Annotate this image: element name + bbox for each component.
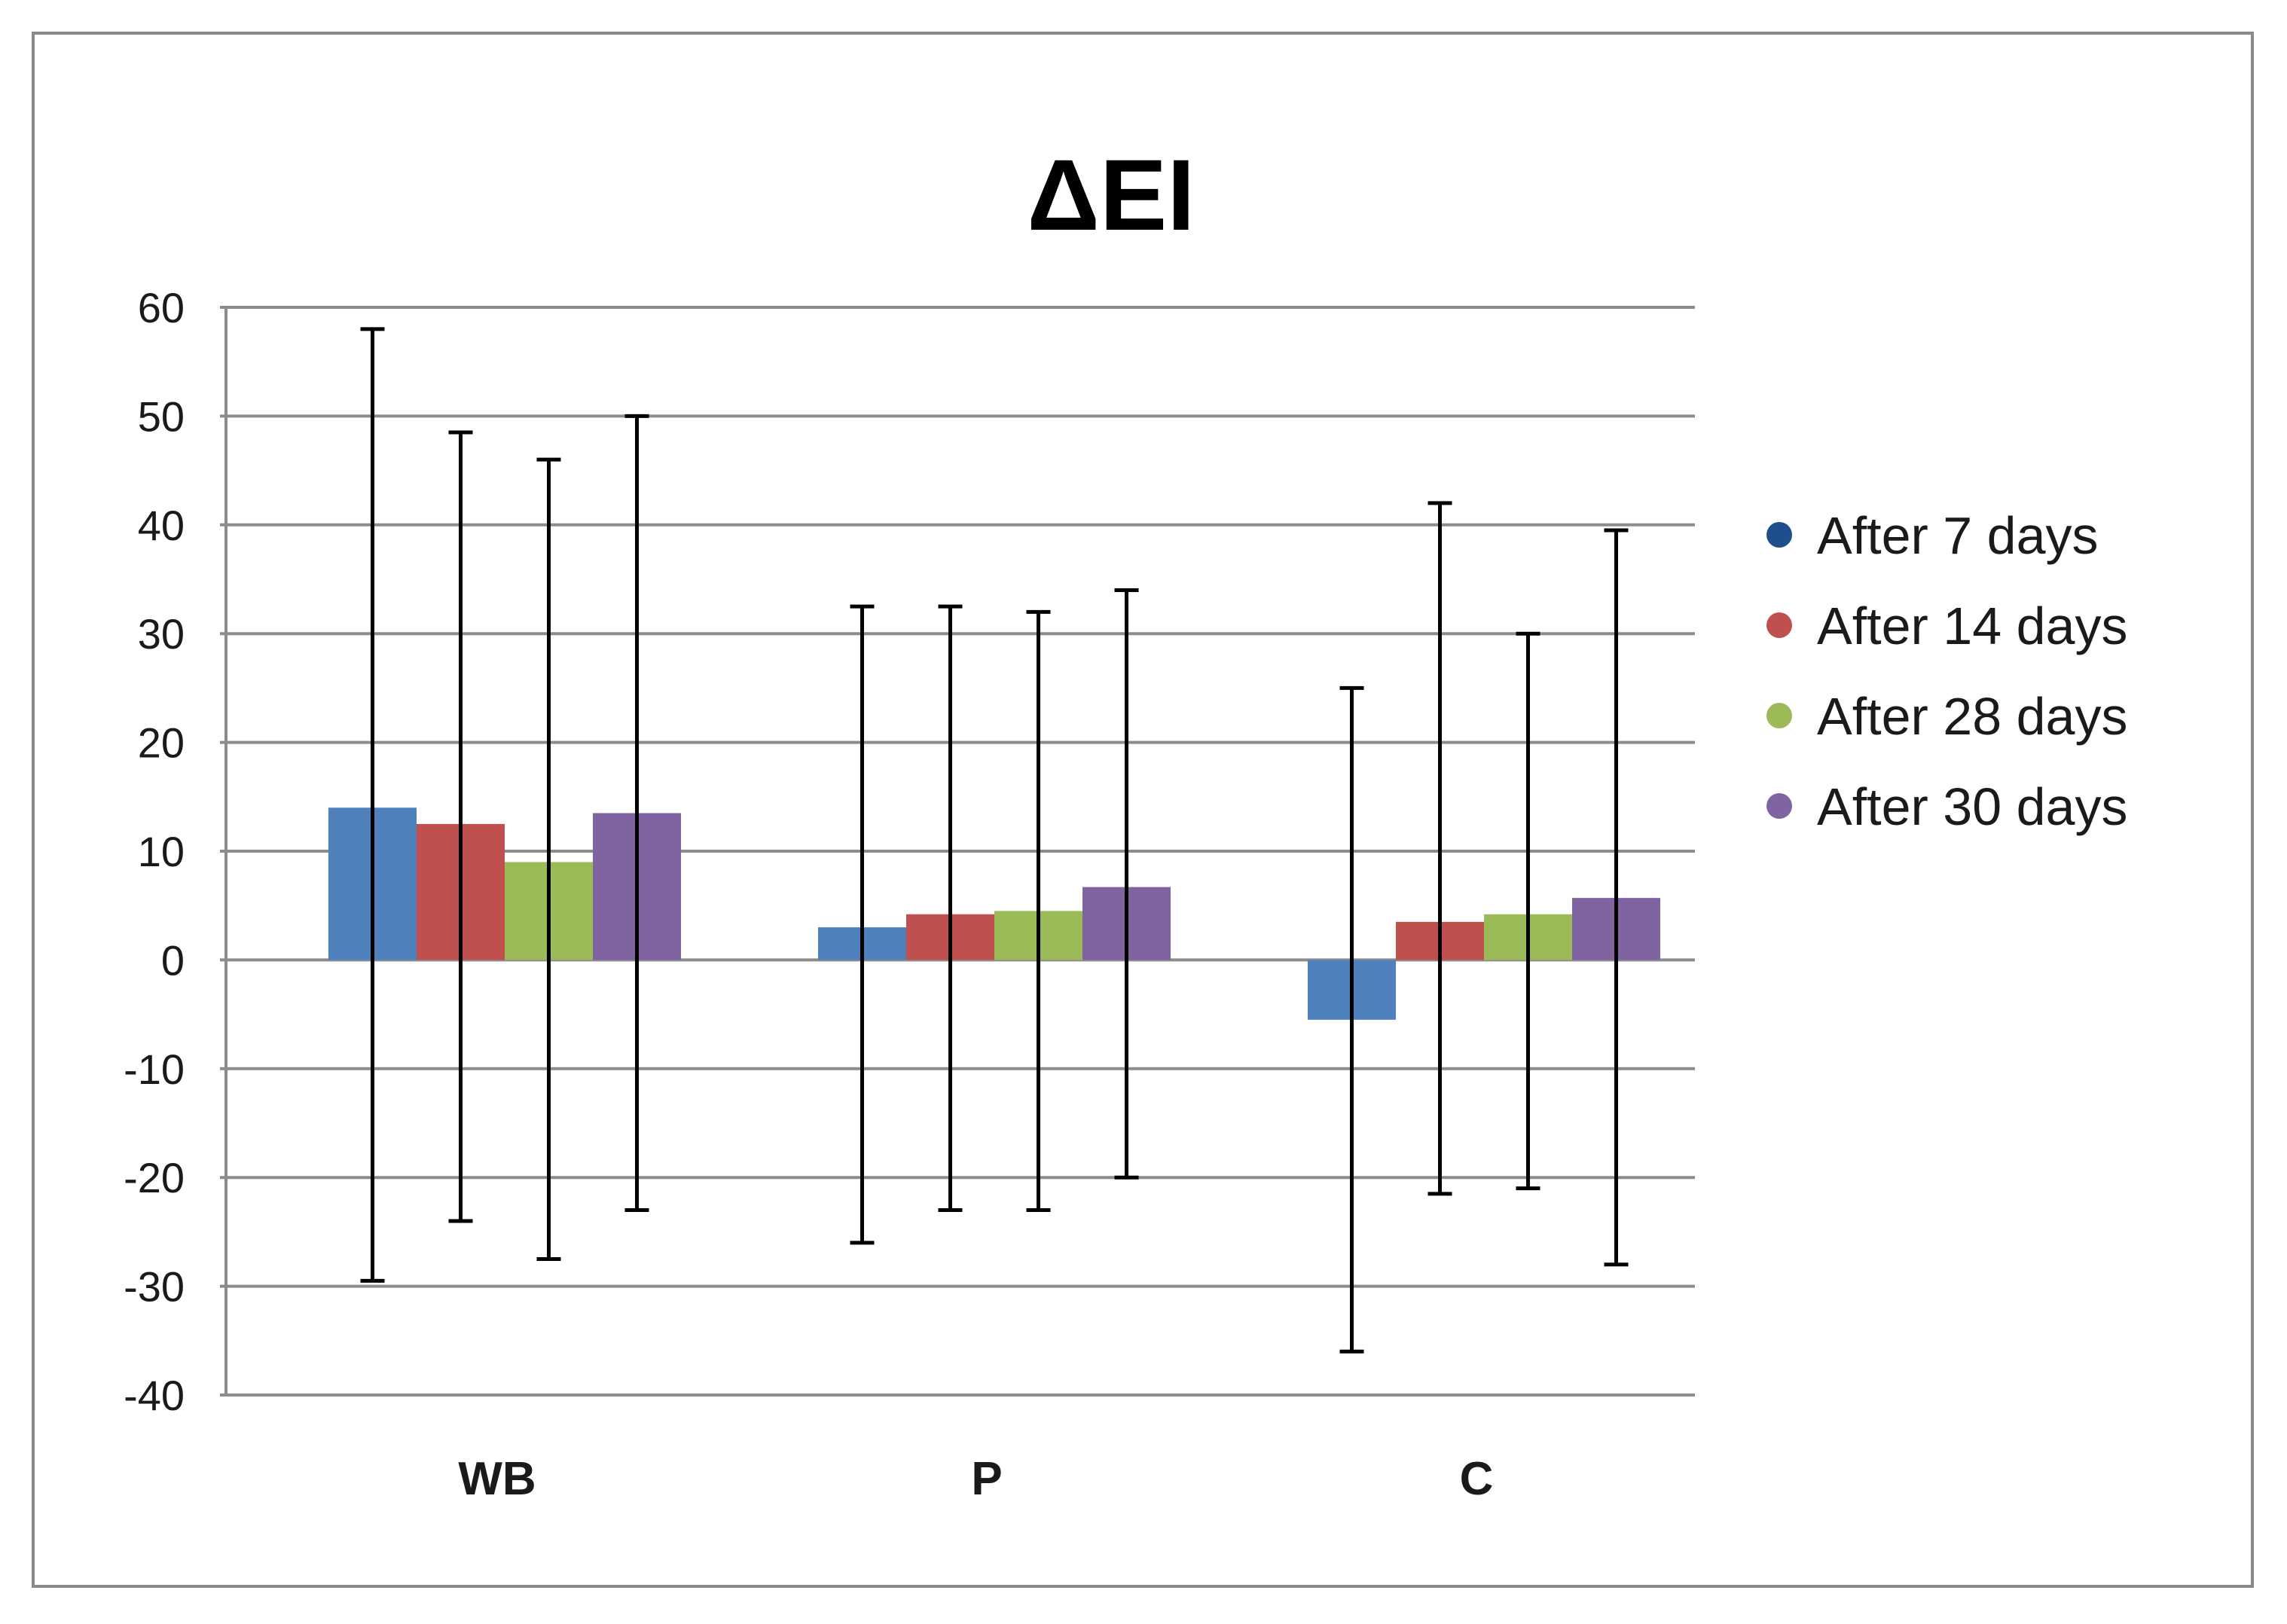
- y-tick-label: 30: [138, 610, 185, 658]
- y-tick-label: -30: [124, 1263, 185, 1311]
- y-tick-label: 10: [138, 828, 185, 875]
- legend-marker: [1766, 522, 1792, 548]
- error-bar-layer: [360, 327, 1629, 1354]
- y-tick-label: 50: [138, 392, 185, 440]
- y-tick-label: 0: [161, 936, 185, 984]
- axis-layer: 60 50 40 30 20 10 0 -10 -20 -30 -40 WB P C: [124, 284, 1493, 1505]
- legend-label: After 30 days: [1817, 777, 2127, 836]
- y-tick-label: -40: [124, 1372, 185, 1419]
- y-tick-label: 20: [138, 719, 185, 767]
- x-category-label: C: [1460, 1453, 1494, 1505]
- chart-title: ΔEI: [1027, 139, 1195, 252]
- bar-layer: [328, 807, 1660, 1020]
- y-tick-label: 40: [138, 502, 185, 549]
- legend-marker: [1766, 703, 1792, 728]
- x-category-label: P: [971, 1453, 1002, 1505]
- legend-marker: [1766, 793, 1792, 819]
- legend: After 7 days After 14 days After 28 days Af…: [1766, 506, 2127, 836]
- legend-label: After 28 days: [1817, 687, 2127, 746]
- y-tick-label: -20: [124, 1154, 185, 1201]
- y-tick-label: 60: [138, 284, 185, 331]
- legend-label: After 14 days: [1817, 597, 2127, 655]
- legend-marker: [1766, 612, 1792, 638]
- legend-label: After 7 days: [1817, 506, 2099, 565]
- y-tick-label: -10: [124, 1046, 185, 1093]
- x-category-label: WB: [458, 1453, 536, 1505]
